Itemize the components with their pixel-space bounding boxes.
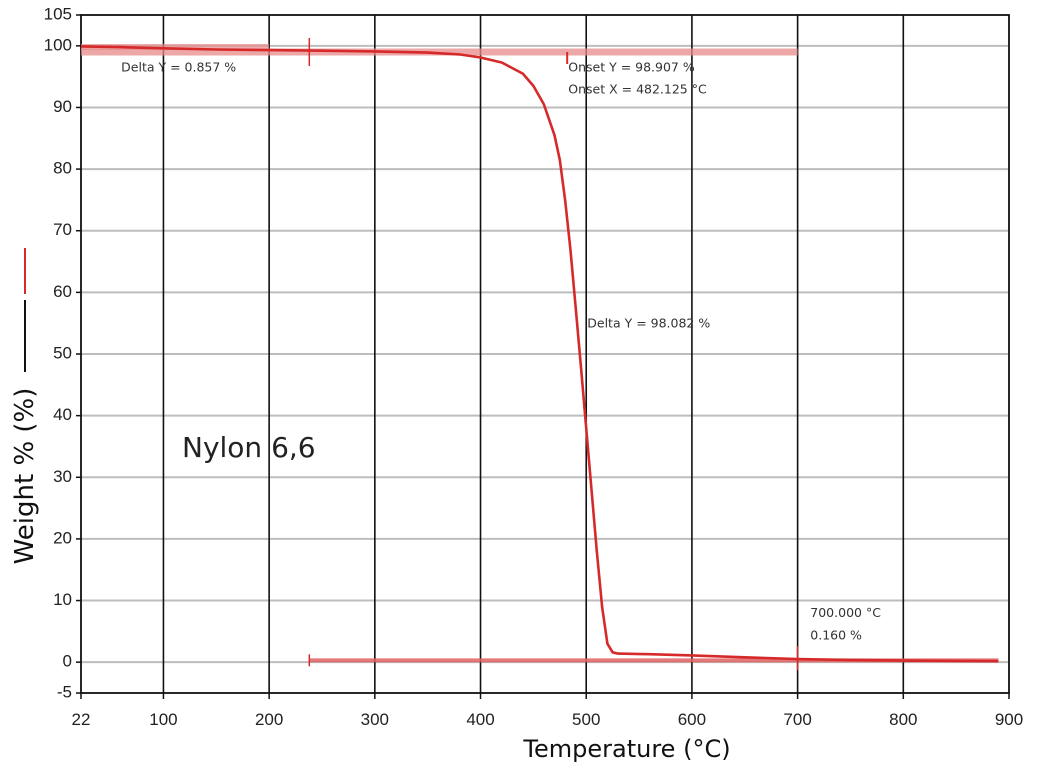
annotation-label: Delta Y = 0.857 % — [121, 60, 236, 75]
y-tick-label: -5 — [57, 682, 72, 701]
sample-label: Nylon 6,6 — [182, 431, 316, 464]
y-tick-label: 90 — [53, 97, 72, 116]
annotation-label: Onset X = 482.125 °C — [568, 81, 707, 96]
y-tick-label: 20 — [53, 528, 72, 547]
x-tick-labels: 22 100 200 300 400 500 600 700 800 900 — [72, 693, 1023, 729]
y-tick-label: 70 — [53, 220, 72, 239]
series-layer — [80, 45, 999, 663]
x-tick-label: 600 — [678, 710, 706, 729]
y-tick-label: 105 — [44, 4, 72, 23]
y-tick-label: 0 — [63, 652, 72, 671]
annotation-label: Onset Y = 98.907 % — [568, 60, 695, 75]
weight-curve — [80, 45, 999, 663]
y-tick-label: 100 — [44, 35, 72, 54]
y-tick-label: 40 — [53, 405, 72, 424]
x-tick-label: 400 — [466, 710, 494, 729]
y-axis-title: Weight % (%) — [10, 388, 40, 565]
y-tick-label: 50 — [53, 343, 72, 362]
x-axis-title: Temperature (°C) — [522, 735, 730, 763]
y-tick-label: 10 — [53, 590, 72, 609]
y-tick-label: 30 — [53, 467, 72, 486]
x-tick-label: 22 — [72, 710, 91, 729]
grid-layer — [81, 15, 1009, 693]
x-tick-label: 700 — [783, 710, 811, 729]
annotations: Delta Y = 0.857 % Onset Y = 98.907 % Onset… — [121, 60, 881, 643]
y-tick-label: 60 — [53, 282, 72, 301]
x-tick-label: 200 — [255, 710, 283, 729]
y-tick-label: 80 — [53, 159, 72, 178]
x-tick-label: 500 — [572, 710, 600, 729]
annotation-label: 700.000 °C — [810, 605, 881, 620]
x-tick-label: 900 — [995, 710, 1023, 729]
annotation-label: Delta Y = 98.082 % — [587, 315, 710, 330]
x-tick-label: 100 — [149, 710, 177, 729]
x-tick-label: 800 — [889, 710, 917, 729]
x-tick-label: 300 — [361, 710, 389, 729]
annotation-label: 0.160 % — [810, 627, 862, 642]
